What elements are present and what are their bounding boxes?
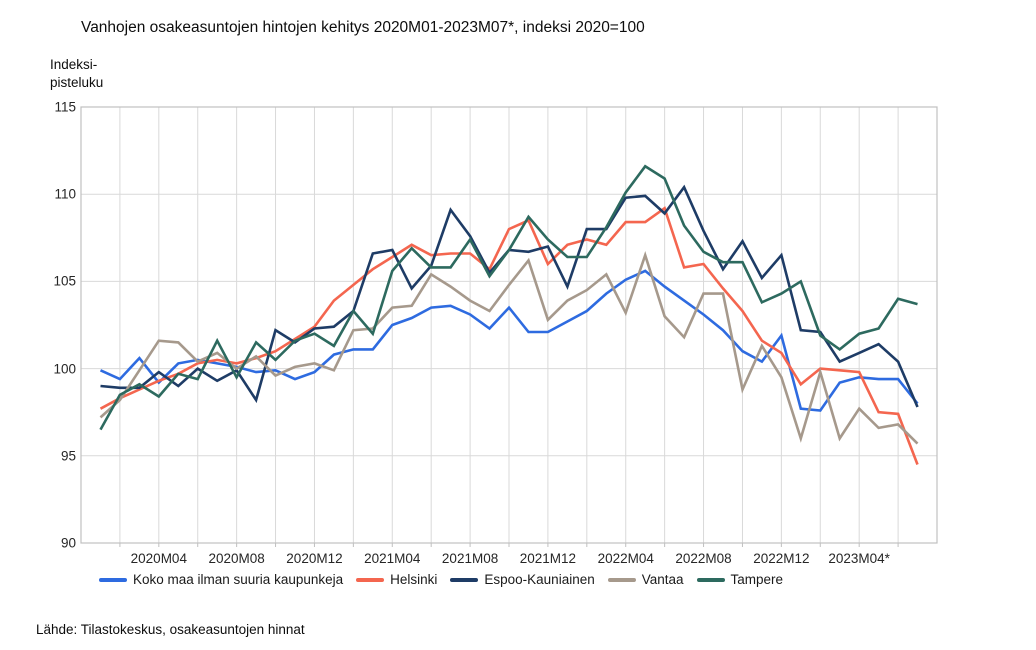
legend-swatch-icon: [607, 577, 636, 582]
legend-swatch-icon: [356, 577, 385, 582]
y-axis-label-line1: Indeksi-: [50, 57, 98, 72]
y-tick-label: 110: [54, 186, 76, 202]
legend-item-vantaa: Vantaa: [607, 572, 684, 587]
y-axis-label: Indeksi- pisteluku: [50, 56, 103, 92]
legend-item-koko-maa-ilman-suuria-kaupunkeja: Koko maa ilman suuria kaupunkeja: [99, 572, 343, 587]
series-line-vantaa: [99, 251, 919, 445]
y-axis-label-line2: pisteluku: [50, 75, 104, 90]
x-tick-label: 2022M12: [753, 551, 810, 566]
legend-swatch-icon: [99, 577, 127, 582]
legend-label: Tampere: [730, 572, 784, 587]
x-tick-label: 2020M12: [286, 551, 343, 566]
chart-title: Vanhojen osakeasuntojen hintojen kehitys…: [81, 19, 645, 36]
legend-item-espoo-kauniainen: Espoo-Kauniainen: [450, 572, 595, 587]
series-line-tampere: [99, 164, 918, 431]
legend-item-helsinki: Helsinki: [356, 572, 437, 587]
x-tick-label: 2020M08: [208, 551, 265, 566]
series-line-helsinki: [99, 206, 919, 465]
x-tick-label: 2023M04*: [828, 551, 890, 566]
x-tick-label: 2022M08: [675, 551, 732, 566]
legend: Koko maa ilman suuria kaupunkeja Helsinki…: [99, 572, 783, 587]
legend-item-tampere: Tampere: [696, 572, 784, 587]
y-tick-label: 90: [60, 535, 76, 551]
y-tick-label: 105: [53, 273, 76, 289]
x-tick-label: 2021M12: [519, 551, 577, 566]
y-tick-label: 115: [54, 99, 76, 115]
series-line-koko-maa-ilman-suuria-kaupunkeja: [99, 269, 919, 412]
source-note: Lähde: Tilastokeskus, osakeasuntojen hin…: [36, 622, 305, 637]
x-tick-label: 2021M04: [364, 551, 421, 566]
legend-swatch-icon: [696, 577, 725, 582]
legend-label: Helsinki: [390, 572, 438, 587]
x-tick-label: 2021M08: [441, 551, 499, 566]
plot-border: [80, 106, 938, 544]
legend-swatch-icon: [450, 577, 479, 582]
y-tick-label: 100: [53, 361, 76, 377]
x-tick-label: 2020M04: [130, 551, 187, 566]
legend-label: Espoo-Kauniainen: [484, 572, 595, 587]
legend-label: Vantaa: [641, 572, 684, 587]
legend-label: Koko maa ilman suuria kaupunkeja: [133, 572, 344, 587]
x-tick-label: 2022M04: [597, 551, 654, 566]
y-tick-label: 95: [60, 448, 76, 464]
